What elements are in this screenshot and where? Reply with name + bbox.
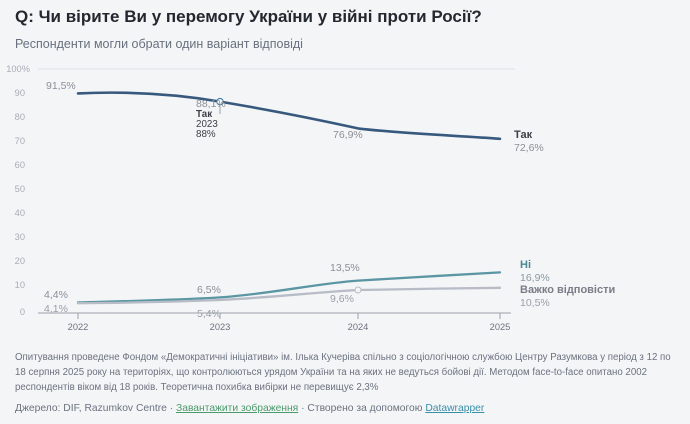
svg-text:13,5%: 13,5%	[330, 262, 360, 274]
svg-text:2023: 2023	[210, 322, 231, 332]
svg-text:Важко відповісти: Важко відповісти	[520, 284, 615, 296]
svg-text:80: 80	[15, 112, 25, 122]
svg-text:2025: 2025	[490, 322, 511, 332]
svg-text:2022: 2022	[68, 322, 89, 332]
svg-text:0: 0	[20, 307, 25, 317]
svg-text:30: 30	[15, 232, 25, 242]
svg-text:Так: Так	[514, 129, 533, 141]
svg-text:20: 20	[15, 256, 25, 266]
svg-text:Ні: Ні	[520, 259, 531, 271]
svg-text:4,4%: 4,4%	[44, 289, 68, 301]
svg-text:6,5%: 6,5%	[197, 284, 221, 296]
svg-text:100%: 100%	[6, 64, 30, 74]
svg-text:72,6%: 72,6%	[514, 142, 544, 154]
svg-text:90: 90	[15, 88, 25, 98]
svg-text:50: 50	[15, 184, 25, 194]
svg-text:91,5%: 91,5%	[46, 80, 76, 92]
svg-text:2024: 2024	[348, 322, 369, 332]
svg-text:60: 60	[15, 160, 25, 170]
svg-text:9,6%: 9,6%	[330, 293, 354, 305]
svg-text:5,4%: 5,4%	[197, 308, 221, 320]
svg-text:76,9%: 76,9%	[333, 129, 363, 141]
svg-text:40: 40	[15, 208, 25, 218]
svg-text:16,9%: 16,9%	[520, 272, 550, 284]
svg-text:88%: 88%	[196, 129, 216, 140]
svg-text:10,5%: 10,5%	[520, 297, 550, 309]
svg-text:4,1%: 4,1%	[44, 303, 68, 315]
svg-text:10: 10	[15, 280, 25, 290]
svg-text:70: 70	[15, 136, 25, 146]
